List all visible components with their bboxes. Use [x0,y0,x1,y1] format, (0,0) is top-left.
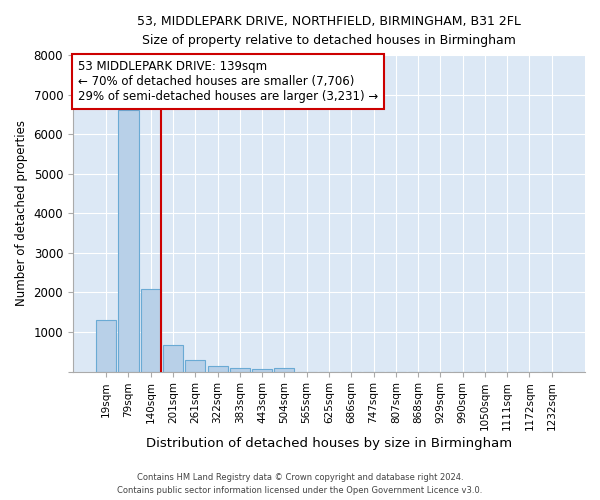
Bar [185,360,205,372]
Bar [208,366,227,372]
Bar [118,110,139,372]
Y-axis label: Number of detached properties: Number of detached properties [15,120,28,306]
Bar [274,368,295,372]
Text: Contains HM Land Registry data © Crown copyright and database right 2024.
Contai: Contains HM Land Registry data © Crown c… [118,474,482,495]
Bar [252,369,272,372]
Bar [230,368,250,372]
Bar [163,346,183,372]
Bar [141,290,161,372]
X-axis label: Distribution of detached houses by size in Birmingham: Distribution of detached houses by size … [146,437,512,450]
Title: 53, MIDDLEPARK DRIVE, NORTHFIELD, BIRMINGHAM, B31 2FL
Size of property relative : 53, MIDDLEPARK DRIVE, NORTHFIELD, BIRMIN… [137,15,521,47]
Bar [96,320,116,372]
Text: 53 MIDDLEPARK DRIVE: 139sqm
← 70% of detached houses are smaller (7,706)
29% of : 53 MIDDLEPARK DRIVE: 139sqm ← 70% of det… [78,60,378,103]
